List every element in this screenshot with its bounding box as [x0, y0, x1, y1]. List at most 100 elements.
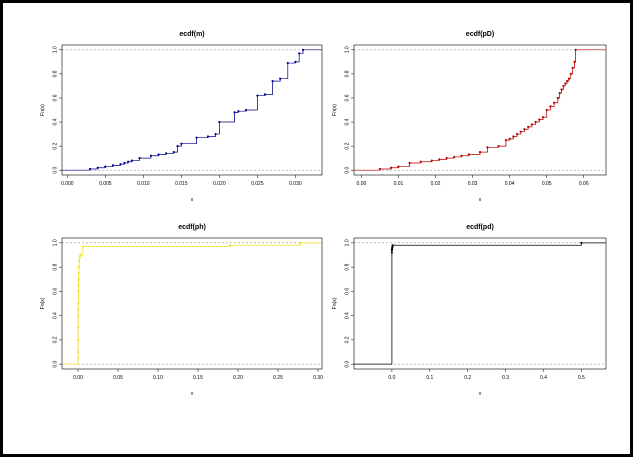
- ecdf-point: [127, 160, 130, 163]
- ecdf-point: [527, 125, 530, 128]
- x-tick-label: 0.00: [73, 375, 83, 381]
- ecdf-point: [378, 167, 382, 171]
- ecdf-point: [157, 153, 160, 156]
- y-tick-label: 0.2: [52, 336, 58, 343]
- ecdf-point: [81, 245, 84, 248]
- ecdf-point: [569, 72, 572, 75]
- ecdf-point: [228, 244, 232, 247]
- chart-title: ecdf(m): [179, 31, 204, 38]
- y-tick-label: 0.6: [52, 94, 58, 101]
- ecdf-point: [76, 338, 80, 341]
- ecdf-point: [408, 161, 411, 165]
- y-tick-label: 0.8: [344, 263, 350, 270]
- y-axis-label: Fn(x): [40, 297, 46, 309]
- ecdf-point: [233, 111, 236, 114]
- ecdf-point: [565, 80, 569, 83]
- x-tick-label: 0.10: [153, 375, 163, 381]
- x-tick-label: 0.02: [431, 181, 441, 187]
- ecdf-point: [560, 88, 563, 91]
- y-tick-label: 0.4: [52, 312, 58, 319]
- ecdf-point: [286, 61, 289, 65]
- ecdf-point: [567, 77, 571, 80]
- x-tick-label: 0.2: [464, 375, 471, 381]
- chart-panel-2: ecdf(pD) 0.00 0.01 0.02 0.03 0.04 0.05 0.06 0.0 0…: [332, 31, 607, 203]
- ecdf-point: [580, 241, 583, 244]
- x-tick-label: 0.015: [175, 181, 188, 187]
- x-tick-label: 0.3: [502, 375, 509, 381]
- ecdf-point: [515, 132, 519, 136]
- ecdf-point: [77, 272, 80, 275]
- ecdf-point: [218, 120, 221, 124]
- x-axis-label: x: [191, 197, 194, 203]
- y-tick-label: 0.2: [344, 142, 350, 149]
- ecdf-step-line: [62, 49, 322, 171]
- ecdf-point: [149, 154, 153, 157]
- ecdf-step-line: [62, 242, 322, 365]
- ecdf-point: [77, 284, 80, 287]
- ecdf-point: [519, 130, 522, 133]
- x-tick-label: 0.025: [251, 181, 264, 187]
- ecdf-point: [138, 157, 141, 160]
- ecdf-point: [104, 165, 107, 168]
- y-tick-label: 0.6: [344, 94, 350, 101]
- ecdf-point: [562, 84, 565, 88]
- ecdf-point: [558, 92, 561, 95]
- ecdf-point: [445, 157, 448, 160]
- y-tick-label: 0.0: [344, 360, 350, 367]
- chart-panel-3: ecdf(ph) 0.00 0.05 0.10 0.15 0.20 0.25 0.30 0.0 0…: [40, 224, 323, 397]
- ecdf-point: [279, 77, 282, 80]
- plot-area-border: [353, 237, 607, 370]
- x-axis-label: x: [191, 391, 194, 397]
- ecdf-point: [176, 145, 179, 148]
- ecdf-point: [504, 138, 508, 142]
- ecdf-point: [397, 165, 400, 168]
- x-tick-label: 0.000: [61, 181, 74, 187]
- ecdf-point: [96, 166, 99, 169]
- ecdf-point: [195, 136, 198, 139]
- y-tick-label: 0.4: [52, 118, 58, 125]
- ecdf-point: [214, 132, 217, 136]
- y-tick-label: 1.0: [52, 239, 58, 246]
- ecdf-point: [574, 48, 577, 51]
- ecdf-point: [390, 251, 393, 254]
- x-axis-label: x: [479, 391, 482, 397]
- ecdf-point: [530, 123, 533, 126]
- ecdf-point: [553, 101, 556, 104]
- ecdf-point: [294, 60, 297, 63]
- ecdf-point: [77, 266, 80, 269]
- y-tick-label: 0.4: [344, 312, 350, 319]
- ecdf-point: [119, 163, 122, 166]
- ecdf-point: [545, 108, 548, 112]
- ecdf-point: [478, 151, 482, 154]
- ecdf-point: [78, 259, 81, 263]
- y-tick-label: 0.0: [52, 360, 58, 367]
- y-tick-label: 0.6: [52, 288, 58, 295]
- ecdf-point: [89, 167, 92, 171]
- x-tick-label: 0.4: [540, 375, 547, 381]
- y-tick-label: 0.8: [344, 70, 350, 77]
- ecdf-point: [256, 94, 259, 97]
- ecdf-point: [111, 164, 115, 167]
- y-axis-label: Fn(x): [332, 104, 338, 116]
- ecdf-point: [508, 137, 511, 140]
- ecdf-point: [206, 135, 210, 138]
- y-tick-label: 0.2: [344, 336, 350, 343]
- ecdf-point: [271, 80, 274, 83]
- ecdf-point: [452, 155, 456, 159]
- chart-panel-4: ecdf(pd) 0.0 0.1 0.2 0.3 0.4 0.5 0.0 0.2 0.4 0.6 0.…: [332, 224, 607, 397]
- ecdf-point: [571, 66, 574, 69]
- ecdf-point: [438, 158, 441, 161]
- y-tick-label: 0.0: [344, 166, 350, 173]
- x-tick-label: 0.04: [505, 181, 515, 187]
- ecdf-point: [237, 110, 240, 113]
- x-tick-label: 0.15: [193, 375, 203, 381]
- x-tick-label: 0.01: [394, 181, 404, 187]
- x-tick-label: 0.030: [289, 181, 302, 187]
- y-tick-label: 1.0: [52, 46, 58, 53]
- ecdf-point: [534, 120, 537, 124]
- y-tick-label: 0.8: [52, 70, 58, 77]
- ecdf-point: [419, 160, 422, 163]
- ecdf-point: [77, 314, 80, 317]
